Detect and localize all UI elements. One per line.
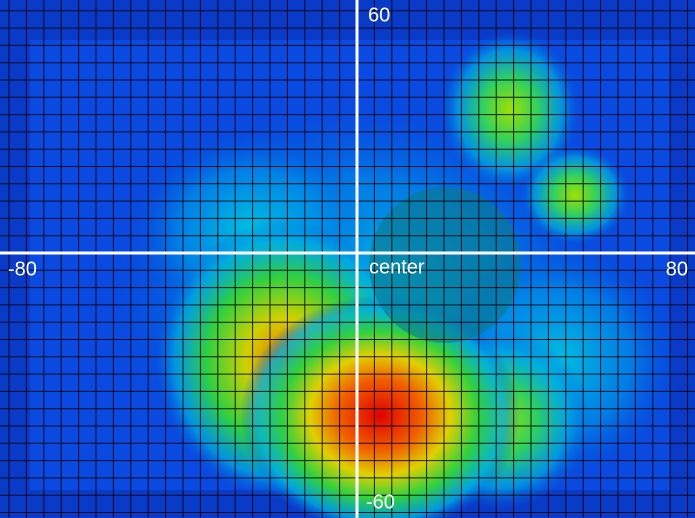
right-label: 80 bbox=[666, 258, 688, 280]
left-label: -80 bbox=[8, 258, 37, 280]
top-label: 60 bbox=[368, 4, 390, 26]
field-zone bbox=[520, 145, 630, 245]
bottom-label: -60 bbox=[366, 491, 395, 513]
hot-spot bbox=[240, 295, 520, 518]
component-shadow bbox=[369, 187, 521, 343]
field-zone bbox=[440, 30, 580, 190]
center-label: center bbox=[369, 256, 425, 278]
